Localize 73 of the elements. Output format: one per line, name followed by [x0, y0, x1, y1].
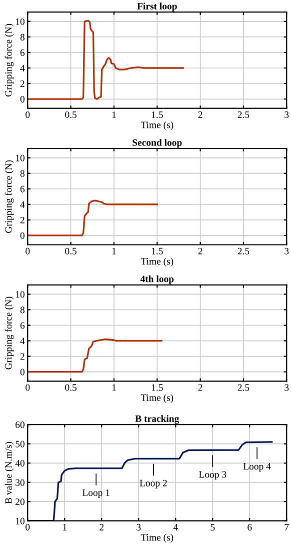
y-tick-label: 4 — [20, 338, 25, 344]
chart-title: B tracking — [135, 415, 180, 424]
x-tick-label: 0.5 — [65, 384, 77, 391]
x-tick-label: 1 — [112, 248, 116, 254]
line-series — [28, 338, 162, 373]
x-tick-label: 2 — [198, 384, 202, 391]
y-tick-label: 8 — [20, 34, 24, 40]
line-series — [28, 441, 273, 521]
y-tick-label: 0 — [20, 368, 24, 376]
y-tick-label: 30 — [16, 479, 24, 486]
y-axis-title: B value (N.m/s) — [4, 442, 14, 504]
x-tick-label: 0 — [26, 248, 30, 254]
x-tick-label: 1 — [112, 111, 116, 118]
y-tick-label: 2 — [20, 353, 24, 360]
x-tick-label: 0 — [26, 384, 30, 391]
x-tick-label: 3 — [284, 111, 289, 118]
x-tick-label: 1 — [63, 524, 66, 530]
line-series — [28, 20, 184, 100]
x-tick-label: 2.5 — [238, 384, 250, 391]
x-tick-label: 1.5 — [152, 111, 163, 118]
y-tick-label: 0 — [20, 232, 24, 239]
x-tick-label: 6 — [248, 524, 252, 530]
y-tick-label: 2 — [20, 80, 24, 87]
x-tick-label: 0 — [26, 524, 30, 530]
y-tick-label: 0 — [20, 96, 24, 103]
x-tick-label: 2 — [198, 111, 202, 118]
x-tick-label: 1.5 — [152, 384, 163, 391]
y-tick-label: 4 — [20, 64, 25, 72]
y-tick-label: 60 — [16, 422, 24, 428]
y-tick-label: 6 — [20, 322, 25, 329]
x-tick-label: 4 — [173, 524, 178, 530]
x-tick-label: 3 — [136, 524, 141, 530]
x-tick-label: 2.5 — [238, 248, 250, 254]
x-tick-label: 2 — [100, 524, 104, 530]
line-series — [28, 200, 158, 236]
y-axis-title: Gripping force (N) — [4, 24, 14, 97]
x-tick-label: 0 — [26, 111, 30, 118]
x-axis-title: Time (s) — [140, 394, 174, 403]
y-tick-label: 10 — [16, 154, 24, 162]
x-tick-label: 3 — [284, 248, 289, 254]
y-axis-title: Gripping force (N) — [4, 296, 14, 370]
y-tick-label: 20 — [16, 498, 24, 506]
chart-title: 4th loop — [140, 275, 174, 284]
chart-title: Second loop — [132, 138, 182, 148]
y-tick-label: 6 — [20, 49, 25, 56]
y-tick-label: 6 — [20, 186, 25, 192]
annotation: Loop 2 — [140, 480, 167, 488]
x-axis-title: Time (s) — [140, 534, 174, 543]
y-tick-label: 10 — [16, 518, 24, 524]
x-tick-label: 0.5 — [65, 248, 77, 254]
annotation: Loop 4 — [243, 463, 271, 472]
x-tick-label: 7 — [284, 524, 289, 530]
y-tick-label: 50 — [16, 440, 24, 448]
x-tick-label: 2 — [198, 248, 202, 254]
annotation: Loop 1 — [82, 489, 110, 498]
y-tick-label: 40 — [15, 460, 24, 467]
y-tick-label: 2 — [20, 216, 24, 224]
x-axis-title: Time (s) — [140, 258, 174, 267]
x-tick-label: 5 — [210, 524, 215, 530]
y-tick-label: 8 — [20, 306, 24, 314]
x-axis-title: Time (s) — [140, 121, 174, 130]
y-axis-title: Gripping force (N) — [4, 160, 14, 233]
x-tick-label: 1 — [112, 384, 116, 391]
y-tick-label: 10 — [16, 18, 24, 25]
x-tick-label: 2.5 — [238, 111, 250, 118]
y-tick-label: 8 — [20, 170, 24, 177]
x-tick-label: 1.5 — [152, 248, 163, 254]
y-tick-label: 10 — [16, 291, 24, 298]
x-tick-label: 3 — [284, 384, 289, 391]
annotation: Loop 3 — [199, 471, 226, 480]
chart-title: First loop — [137, 2, 177, 12]
x-tick-label: 0.5 — [65, 111, 77, 118]
y-tick-label: 4 — [20, 201, 25, 208]
